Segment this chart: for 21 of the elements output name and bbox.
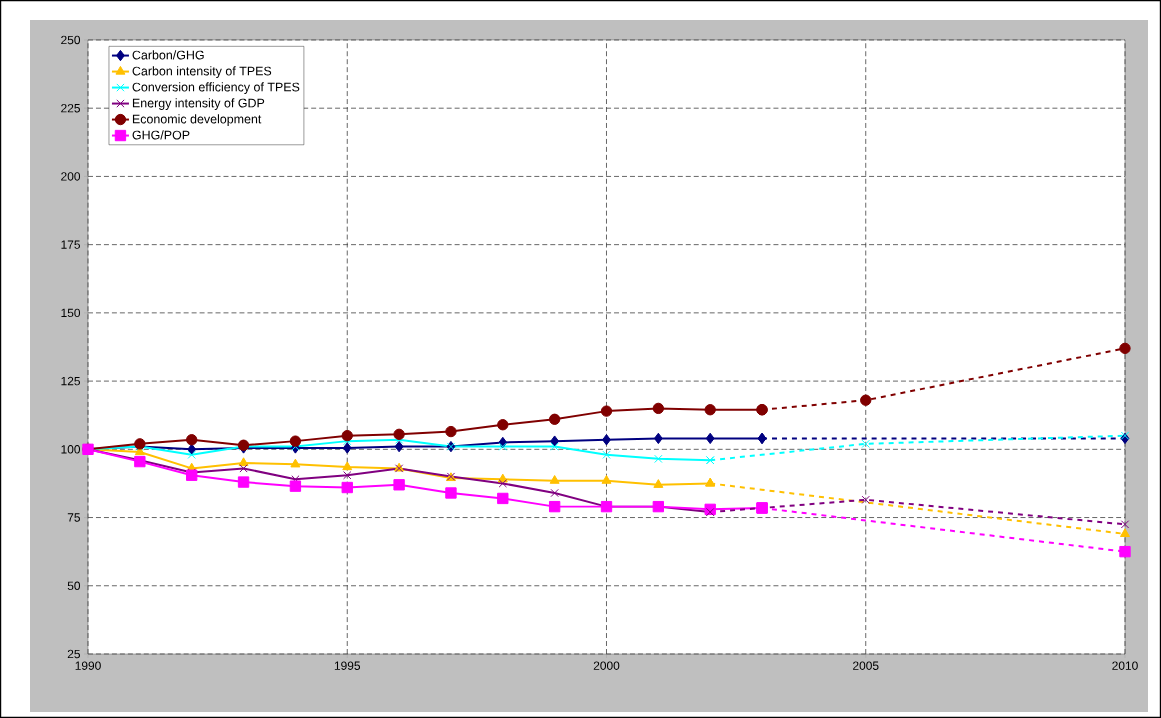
- y-tick-label: 100: [61, 445, 81, 454]
- x-tick-label: 2000: [593, 661, 620, 670]
- y-tick-label: 50: [67, 581, 81, 590]
- y-tick-label: 200: [61, 172, 81, 181]
- x-tick-label: 2005: [853, 661, 879, 670]
- y-tick-label: 125: [61, 376, 80, 386]
- legend-label: Economic development: [132, 114, 262, 126]
- legend-label: GHG/POP: [132, 130, 190, 140]
- legend-label: Carbon intensity of TPES: [132, 66, 272, 78]
- x-tick-label: 1995: [334, 661, 361, 670]
- legend-label: Carbon/GHG: [132, 50, 204, 60]
- y-tick-label: 25: [67, 649, 80, 659]
- y-tick-label: 225: [61, 103, 80, 113]
- x-tick-label: 1990: [75, 661, 101, 670]
- y-tick-label: 175: [61, 240, 80, 249]
- y-tick-label: 150: [61, 308, 81, 318]
- y-tick-label: 250: [61, 35, 81, 45]
- y-tick-label: 75: [67, 513, 80, 522]
- legend-label: Conversion efficiency of TPES: [132, 82, 300, 94]
- legend-label: Energy intensity of GDP: [132, 98, 265, 110]
- x-tick-label: 2010: [1112, 661, 1138, 670]
